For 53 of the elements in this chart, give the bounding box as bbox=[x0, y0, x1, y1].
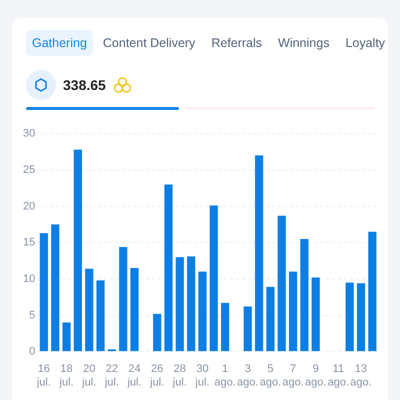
x-tick-label: 16 jul. bbox=[36, 363, 51, 388]
text: 338.65 bbox=[63, 77, 106, 93]
bar bbox=[198, 272, 207, 352]
y-tick-label: 25 bbox=[22, 164, 36, 176]
bar bbox=[176, 257, 184, 352]
bar bbox=[288, 272, 298, 352]
bar bbox=[51, 224, 60, 352]
y-tick-label: 0 bbox=[29, 346, 36, 358]
bar bbox=[368, 232, 376, 352]
bar bbox=[266, 286, 274, 352]
bar bbox=[164, 184, 173, 352]
bar bbox=[312, 277, 320, 352]
x-tick-label: 5 ago. bbox=[260, 363, 282, 388]
y-tick-label: 15 bbox=[22, 236, 36, 249]
bar bbox=[356, 283, 366, 352]
text: Gathering bbox=[26, 30, 93, 56]
x-tick-label: 18 jul. bbox=[58, 363, 74, 388]
bar bbox=[254, 155, 264, 352]
bar bbox=[210, 206, 218, 352]
bar bbox=[300, 238, 308, 352]
bar bbox=[130, 268, 139, 352]
bar bbox=[119, 246, 128, 352]
bar bbox=[96, 280, 105, 352]
text: Loyalty bbox=[344, 35, 386, 52]
x-tick-label: 20 jul. bbox=[81, 363, 96, 388]
text: Referrals bbox=[210, 35, 264, 52]
x-tick-label: 13 ago. bbox=[350, 363, 372, 388]
x-tick-label: 9 ago. bbox=[305, 363, 326, 388]
x-tick-label: 26 jul. bbox=[149, 363, 164, 388]
x-tick-label: 7 ago. bbox=[282, 363, 304, 388]
bar bbox=[221, 302, 230, 352]
bar bbox=[346, 282, 354, 352]
bar bbox=[85, 268, 94, 352]
y-tick-label: 10 bbox=[22, 272, 36, 285]
x-tick-label: 24 jul. bbox=[126, 363, 142, 388]
x-tick-label: 3 ago. bbox=[237, 363, 258, 388]
y-tick-label: 5 bbox=[29, 309, 36, 322]
bar bbox=[74, 150, 82, 352]
bar bbox=[153, 314, 162, 352]
x-tick-label: 28 jul. bbox=[172, 363, 187, 388]
bar bbox=[40, 233, 48, 352]
bar bbox=[62, 322, 71, 352]
bar bbox=[244, 306, 252, 352]
y-tick-label: 30 bbox=[22, 128, 36, 140]
x-tick-label: 11 ago. bbox=[328, 363, 350, 388]
bar bbox=[187, 256, 196, 352]
bar bbox=[278, 216, 286, 352]
x-tick-label: 1 ago. bbox=[214, 363, 236, 388]
text: Winnings bbox=[277, 35, 330, 52]
x-tick-label: 22 jul. bbox=[104, 363, 119, 388]
y-tick-label: 20 bbox=[22, 200, 36, 212]
x-tick-label: 30 jul. bbox=[194, 363, 210, 388]
text: Content Delivery bbox=[102, 35, 196, 52]
